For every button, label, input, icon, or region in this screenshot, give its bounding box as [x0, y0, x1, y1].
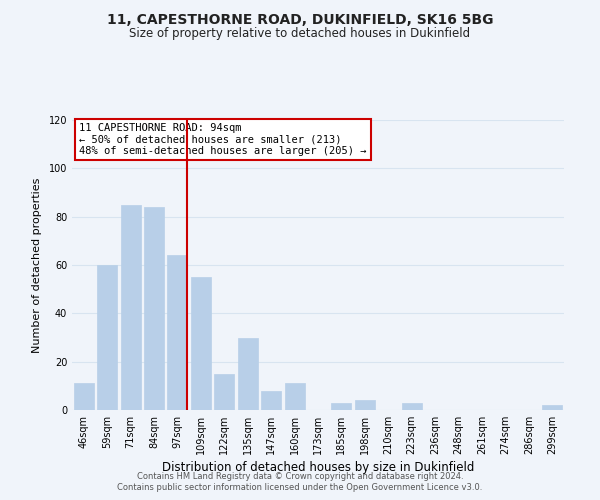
Bar [238, 338, 257, 410]
Text: Contains public sector information licensed under the Open Government Licence v3: Contains public sector information licen… [118, 484, 482, 492]
Bar [261, 390, 281, 410]
Bar [542, 405, 562, 410]
Bar [121, 204, 140, 410]
Text: Size of property relative to detached houses in Dukinfield: Size of property relative to detached ho… [130, 28, 470, 40]
Bar [144, 207, 164, 410]
Bar [284, 384, 305, 410]
Bar [355, 400, 375, 410]
Bar [97, 265, 117, 410]
Bar [214, 374, 234, 410]
Text: Contains HM Land Registry data © Crown copyright and database right 2024.: Contains HM Land Registry data © Crown c… [137, 472, 463, 481]
Bar [167, 256, 187, 410]
X-axis label: Distribution of detached houses by size in Dukinfield: Distribution of detached houses by size … [162, 461, 474, 474]
Text: 11, CAPESTHORNE ROAD, DUKINFIELD, SK16 5BG: 11, CAPESTHORNE ROAD, DUKINFIELD, SK16 5… [107, 12, 493, 26]
Bar [191, 277, 211, 410]
Bar [331, 403, 352, 410]
Bar [402, 403, 422, 410]
Y-axis label: Number of detached properties: Number of detached properties [32, 178, 41, 352]
Bar [74, 384, 94, 410]
Text: 11 CAPESTHORNE ROAD: 94sqm
← 50% of detached houses are smaller (213)
48% of sem: 11 CAPESTHORNE ROAD: 94sqm ← 50% of deta… [79, 123, 367, 156]
